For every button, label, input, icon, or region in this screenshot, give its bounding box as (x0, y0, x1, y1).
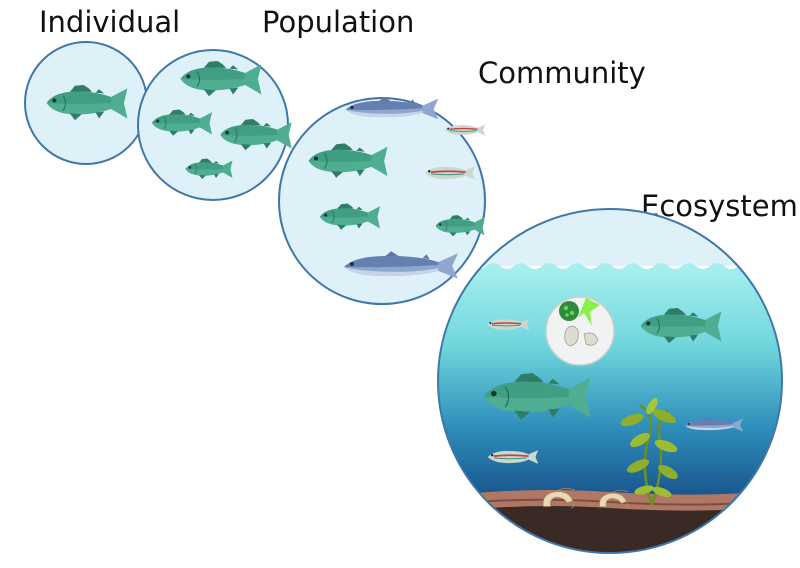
label-population: Population (262, 5, 415, 39)
label-community: Community (478, 56, 646, 90)
ecosystem-circle (437, 208, 783, 554)
kelp-icon (620, 397, 678, 506)
individual-circle (24, 41, 148, 165)
label-ecosystem: Ecosystem (641, 189, 798, 223)
plankton-icon (545, 296, 615, 366)
community-circle (278, 97, 487, 305)
label-individual: Individual (39, 5, 181, 39)
population-circle (137, 49, 293, 201)
